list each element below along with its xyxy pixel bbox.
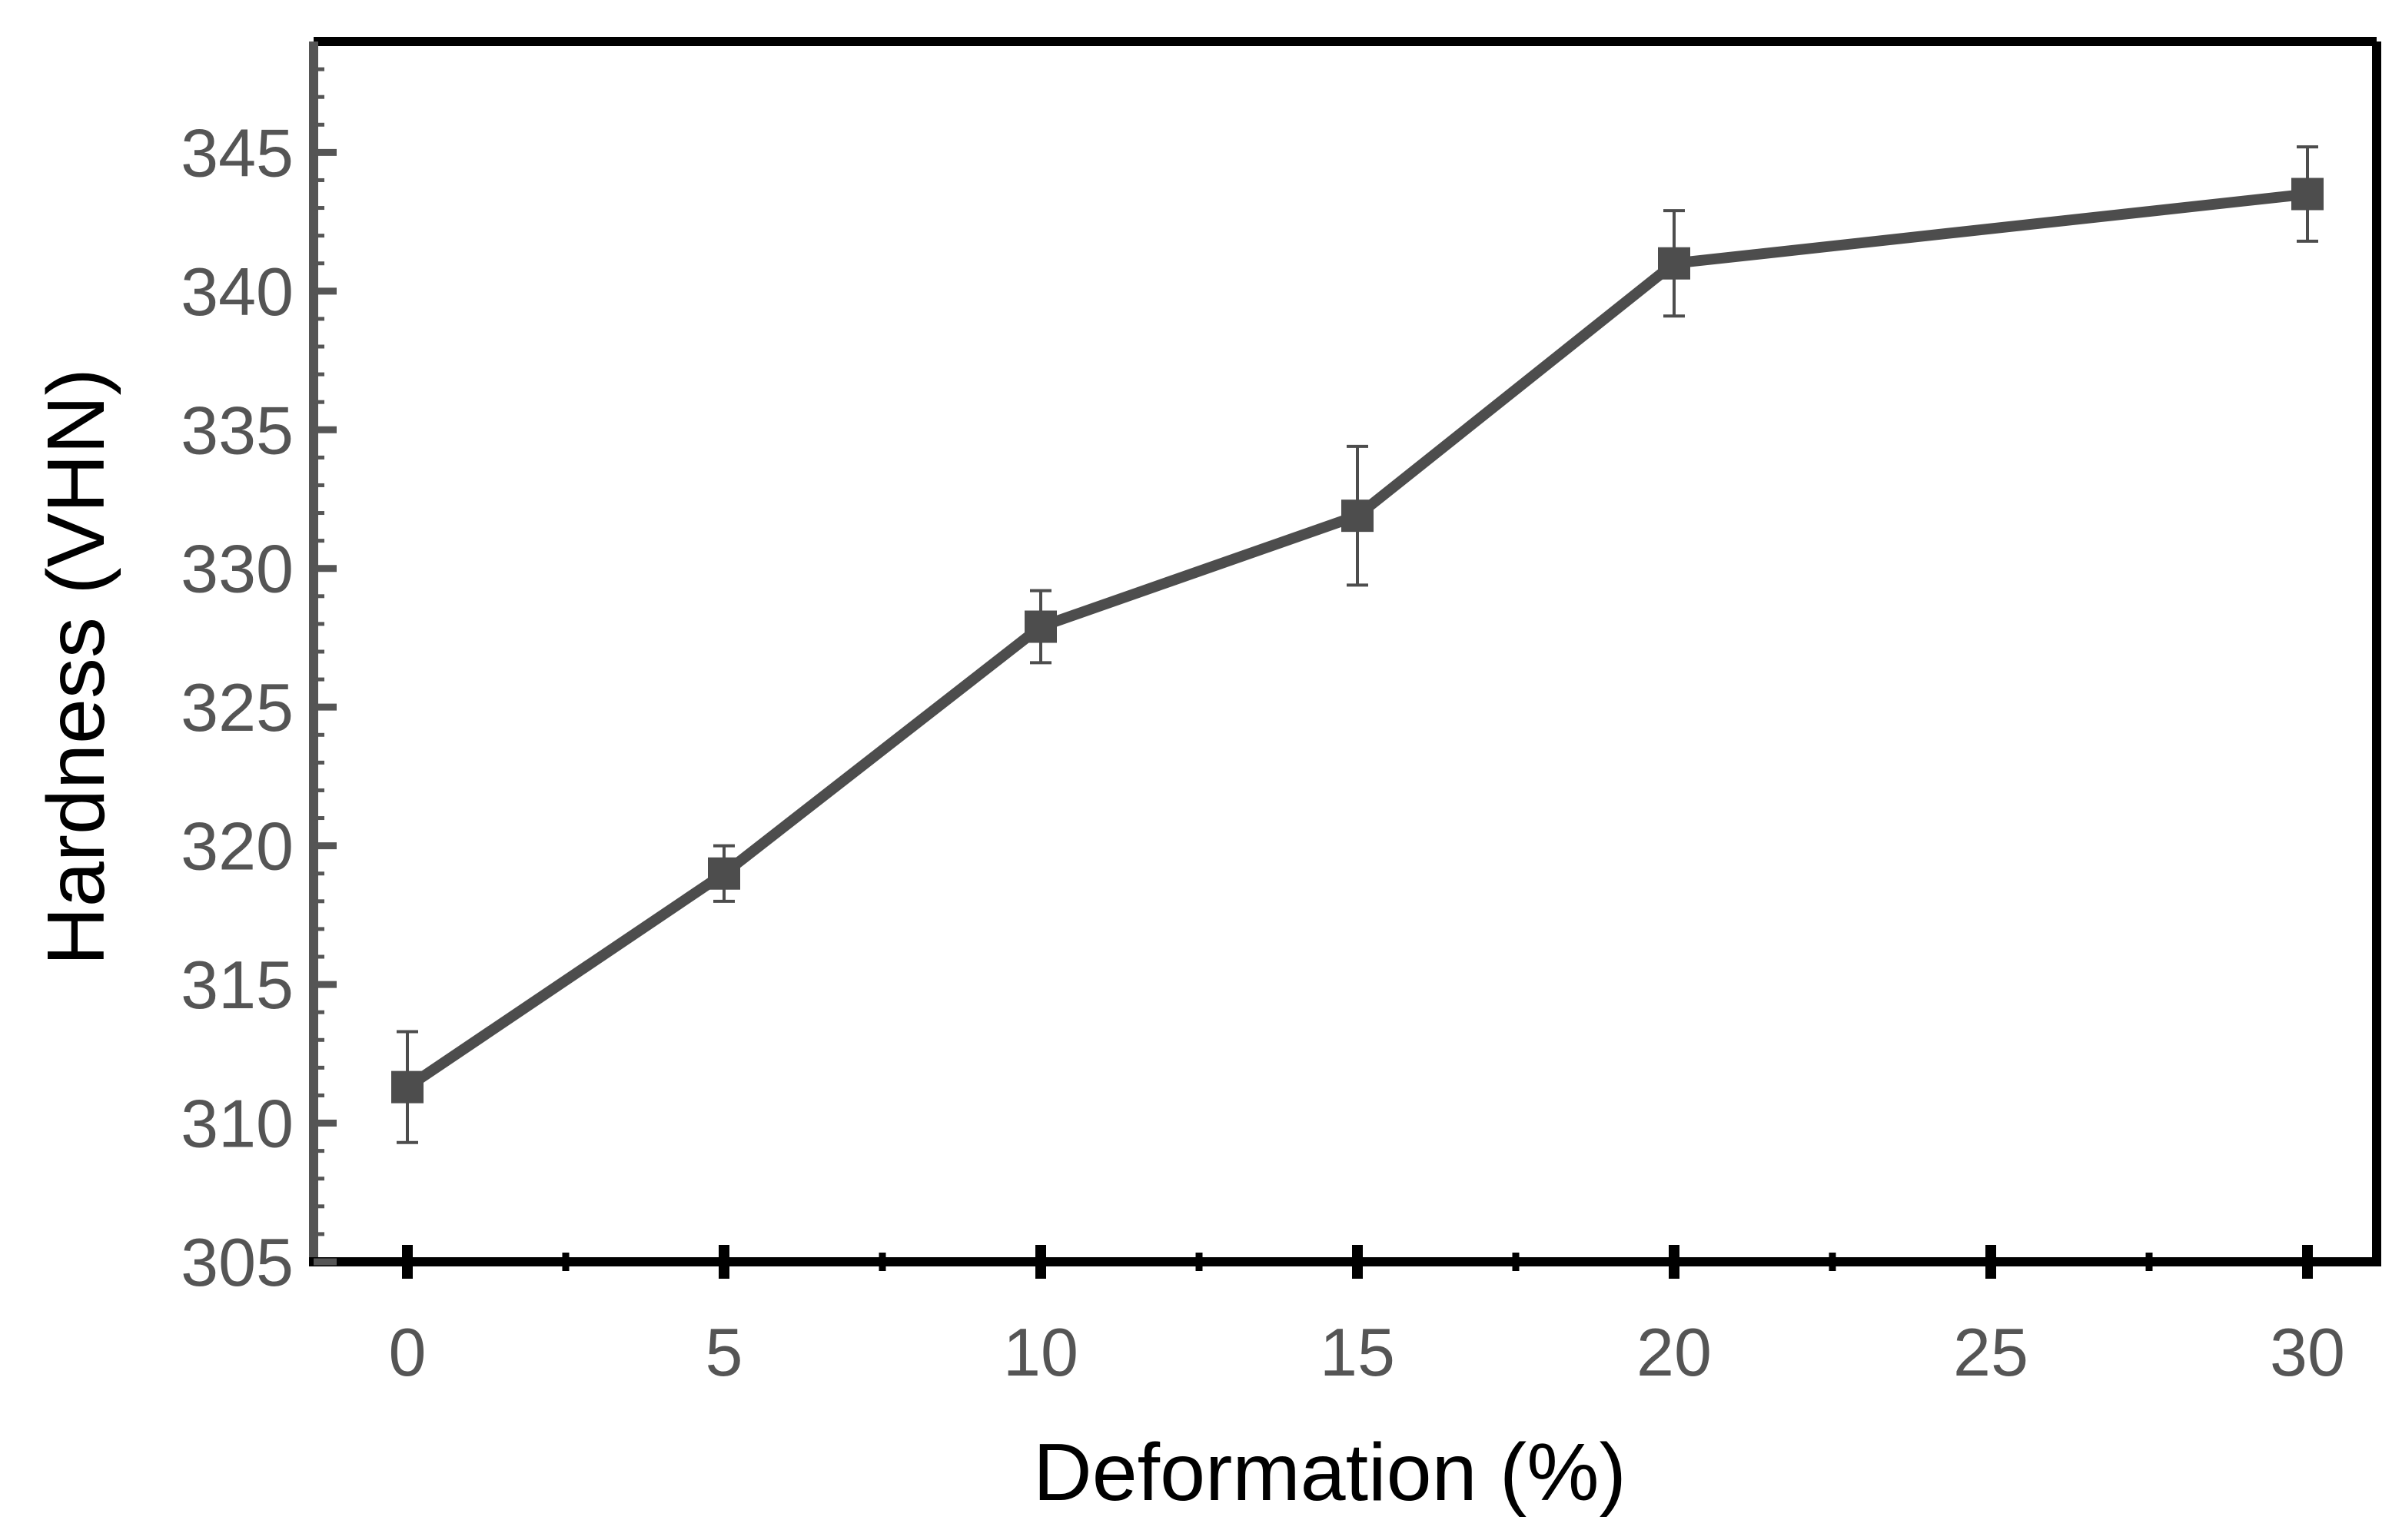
y-tick-label: 310 [181, 1086, 294, 1162]
data-point [2291, 145, 2324, 243]
x-tick-label: 30 [2270, 1314, 2345, 1390]
square-marker [391, 1070, 424, 1104]
square-marker [2291, 178, 2324, 211]
x-tick-label: 25 [1953, 1314, 2028, 1390]
x-tick-label: 5 [706, 1314, 743, 1390]
y-tick-label: 340 [181, 254, 294, 330]
x-tick-label: 20 [1636, 1314, 1712, 1390]
y-tick-label: 320 [181, 808, 294, 885]
square-marker [1341, 500, 1374, 533]
y-axis-label: Hardness (VHN) [31, 368, 121, 966]
series-line [402, 188, 2313, 1093]
x-tick-label: 15 [1320, 1314, 1395, 1390]
y-tick-label: 330 [181, 531, 294, 607]
plot-frame [309, 37, 2381, 1266]
x-tick-label: 0 [389, 1314, 427, 1390]
data-point [1025, 589, 1057, 665]
axis-ticks [314, 67, 2313, 1279]
tick-labels: 0 5 10 15 20 25 30 305 310 315 320 325 330 335 340 345 [181, 115, 2345, 1390]
y-tick-label: 315 [181, 947, 294, 1023]
data-point [708, 844, 740, 903]
data-series [391, 145, 2324, 1144]
square-marker [1658, 247, 1690, 280]
data-point [1658, 209, 1690, 318]
data-point [1341, 444, 1374, 587]
data-point [391, 1030, 424, 1144]
y-tick-label: 335 [181, 392, 294, 468]
x-axis-label: Deformation (%) [1033, 1427, 1626, 1518]
y-tick-label: 305 [181, 1224, 294, 1300]
y-tick-label: 325 [181, 669, 294, 745]
x-tick-label: 10 [1003, 1314, 1078, 1390]
y-tick-label: 345 [181, 115, 294, 191]
square-marker [1025, 610, 1057, 643]
square-marker [708, 857, 740, 890]
